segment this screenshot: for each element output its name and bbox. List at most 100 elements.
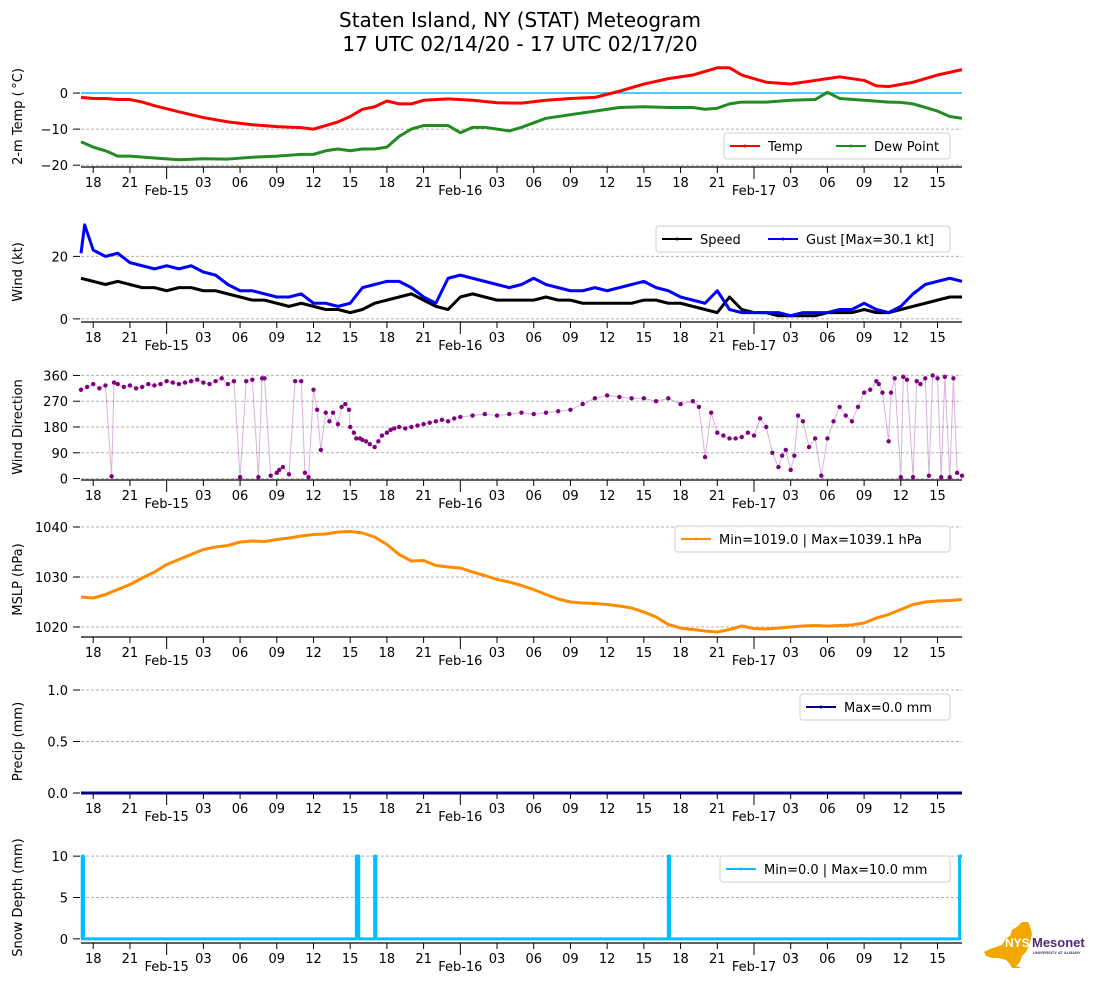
temp-legend-label: Temp [767,140,803,155]
mslp-xtick-label: 09 [269,646,286,661]
direction-point [396,424,402,430]
direction-day-tick-label: Feb-15 [145,497,189,512]
direction-point [103,383,108,388]
temp-xtick-label: 06 [232,176,249,191]
direction-xtick-label: 03 [195,489,212,504]
direction-point [170,380,175,385]
direction-point [384,430,390,435]
direction-point [427,420,432,425]
snow-xtick-label: 06 [819,952,836,967]
snow-xtick-label: 18 [672,952,689,967]
temp-ytick-label: 0 [60,87,68,102]
precip-legend [799,693,951,721]
mslp-legend [674,525,951,553]
temp-xtick-label: 18 [85,176,102,191]
direction-point [243,378,249,384]
direction-xtick-label: 06 [525,489,542,504]
direction-point [213,378,218,384]
mslp-ytick-label: 1030 [35,571,68,586]
wind-xtick-label: 03 [489,331,506,346]
wind-series-1-line [79,223,963,318]
direction-point [268,473,273,478]
precip-xtick-label: 21 [122,802,139,817]
direction-point [770,450,775,455]
wind-ylabel: Wind (kt) [11,242,26,302]
direction-point [164,378,169,384]
direction-point [274,470,279,476]
mslp-xtick-label: 18 [672,646,689,661]
temp-xtick-label: 03 [195,176,212,191]
direction-point [470,413,475,418]
direction-point [951,376,956,381]
wind-xtick-label: 12 [599,331,616,346]
snow-xtick-label: 15 [636,952,653,967]
mslp-legend-label: Min=1019.0 | Max=1039.1 hPa [719,533,922,548]
direction-point [901,374,906,380]
mslp-xtick-label: 15 [636,646,653,661]
mslp-xtick-label: 21 [415,646,432,661]
wind-xtick-label: 21 [709,331,726,346]
snow-xtick-label: 09 [269,952,286,967]
direction-point [837,404,842,410]
mslp-xtick-label: 21 [122,646,139,661]
precip-xtick-label: 03 [782,802,799,817]
wind-legend-marker [781,237,785,241]
direction-xtick-label: 15 [342,489,359,504]
direction-point [831,419,836,424]
temp-xtick-label: 21 [709,176,726,191]
direction-xtick-label: 12 [599,489,616,504]
direction-point [745,430,751,435]
precip-xtick-label: 21 [415,802,432,817]
wind-legend [655,225,951,253]
chart-title-line1: Staten Island, NY (STAT) Meteogram [339,8,701,32]
mslp-xtick-label: 12 [599,646,616,661]
snow-day-tick-label: Feb-16 [438,960,482,975]
precip-xtick-label: 03 [195,802,212,817]
direction-point [494,413,500,418]
wind-xtick-label: 03 [195,331,212,346]
direction-point [727,436,732,441]
wind-legend-label: Gust [Max=30.1 kt] [806,233,934,248]
mslp-xtick-label: 12 [305,646,322,661]
direction-point [280,464,286,470]
wind-ytick-label: 0 [60,313,68,328]
wind-xtick-label: 06 [232,331,249,346]
precip-legend-marker [819,705,823,709]
snow-xtick-label: 06 [525,952,542,967]
direction-point [458,414,463,420]
direction-point [311,387,316,392]
direction-point [886,439,891,444]
direction-point [306,474,311,480]
direction-point [568,407,573,413]
direction-point [360,437,365,443]
wind-series-0-line [80,276,962,318]
direction-xtick-label: 09 [269,489,286,504]
precip-xtick-label: 21 [709,802,726,817]
direction-point [876,381,881,387]
precip-day-tick-label: Feb-17 [732,810,776,825]
wind-xtick-label: 06 [525,331,542,346]
mslp-xtick-label: 21 [709,646,726,661]
precip-ytick-label: 0.0 [47,787,68,802]
mslp-day-tick-label: Feb-16 [438,654,482,669]
direction-point [880,390,885,395]
direction-point [819,473,824,478]
temp-day-tick-label: Feb-15 [145,184,189,199]
direction-point [176,381,182,387]
temp-xtick-label: 12 [305,176,322,191]
snow-xtick-label: 12 [305,952,322,967]
direction-xtick-label: 12 [305,489,322,504]
new-york-state-shape-icon [984,922,1032,968]
direction-point [923,376,928,381]
direction-point [868,387,873,392]
mslp-xtick-label: 09 [856,646,873,661]
direction-point [323,410,328,415]
direction-point [207,381,212,387]
precip-xtick-label: 09 [562,802,579,817]
direction-point [543,410,549,415]
precip-xtick-label: 15 [636,802,653,817]
direction-point [182,380,188,385]
chart-title: Staten Island, NY (STAT) Meteogram 17 UT… [0,8,1040,56]
direction-point [343,401,348,407]
direction-point [330,410,336,415]
